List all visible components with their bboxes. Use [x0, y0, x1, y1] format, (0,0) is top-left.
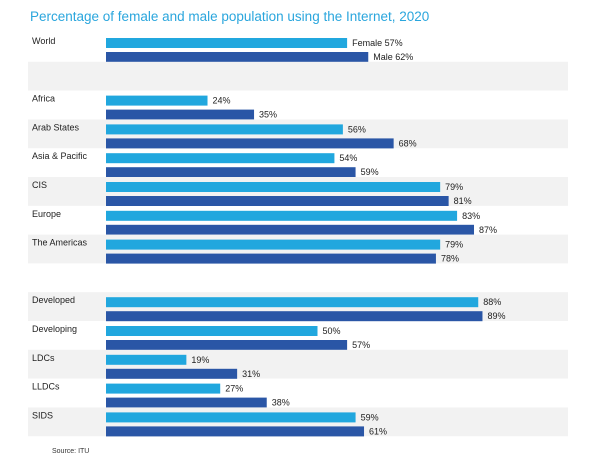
male-bar — [106, 340, 348, 350]
male-value-label: 68% — [399, 138, 417, 148]
female-bar — [106, 383, 221, 394]
row-stripe — [28, 61, 568, 91]
female-bar — [106, 239, 441, 250]
category-label: The Americas — [32, 238, 88, 248]
male-bar — [106, 224, 475, 235]
female-bar — [106, 182, 441, 192]
category-label: SIDS — [32, 410, 53, 420]
male-bar — [106, 196, 449, 206]
female-value-label: 24% — [213, 96, 231, 106]
female-value-label: 50% — [323, 326, 341, 336]
male-value-label: 81% — [454, 196, 472, 206]
female-value-label: 79% — [445, 240, 463, 250]
male-value-label: 57% — [352, 340, 370, 350]
male-bar — [106, 397, 267, 408]
female-bar — [106, 38, 348, 48]
male-value-label: Male 62% — [373, 52, 413, 62]
male-value-label: 61% — [369, 426, 387, 436]
category-label: LLDCs — [32, 382, 60, 392]
male-bar — [106, 368, 238, 379]
male-value-label: 59% — [361, 167, 379, 177]
male-value-label: 87% — [479, 225, 497, 235]
category-label: Africa — [32, 94, 55, 104]
female-value-label: 54% — [339, 153, 357, 163]
female-bar — [106, 326, 318, 336]
source-note: Source: ITU — [52, 448, 90, 455]
female-value-label: Female 57% — [352, 38, 403, 48]
male-bar — [106, 167, 356, 178]
male-bar — [106, 426, 365, 437]
category-label: CIS — [32, 180, 47, 190]
female-value-label: 27% — [225, 384, 243, 394]
female-value-label: 83% — [462, 211, 480, 221]
category-label: Arab States — [32, 122, 80, 132]
male-value-label: 78% — [441, 254, 459, 264]
female-bar — [106, 153, 335, 164]
female-bar — [106, 124, 343, 135]
category-label: Developed — [32, 295, 75, 305]
female-value-label: 56% — [348, 124, 366, 134]
male-value-label: 89% — [487, 311, 505, 321]
female-bar — [106, 95, 208, 106]
female-bar — [106, 210, 458, 221]
male-value-label: 35% — [259, 110, 277, 120]
female-value-label: 88% — [483, 297, 501, 307]
female-value-label: 19% — [191, 355, 209, 365]
female-value-label: 79% — [445, 182, 463, 192]
female-bar — [106, 412, 356, 423]
male-bar — [106, 109, 255, 120]
male-bar — [106, 52, 369, 62]
male-bar — [106, 253, 436, 264]
female-bar — [106, 297, 479, 308]
male-bar — [106, 138, 394, 149]
male-value-label: 31% — [242, 369, 260, 379]
category-label: LDCs — [32, 353, 55, 363]
female-value-label: 59% — [361, 412, 379, 422]
category-label: Europe — [32, 209, 61, 219]
male-bar — [106, 311, 483, 322]
chart-title: Percentage of female and male population… — [30, 9, 430, 24]
category-label: Developing — [32, 324, 77, 334]
category-label: World — [32, 36, 55, 46]
male-value-label: 38% — [272, 398, 290, 408]
category-label: Asia & Pacific — [32, 151, 88, 161]
female-bar — [106, 354, 187, 365]
